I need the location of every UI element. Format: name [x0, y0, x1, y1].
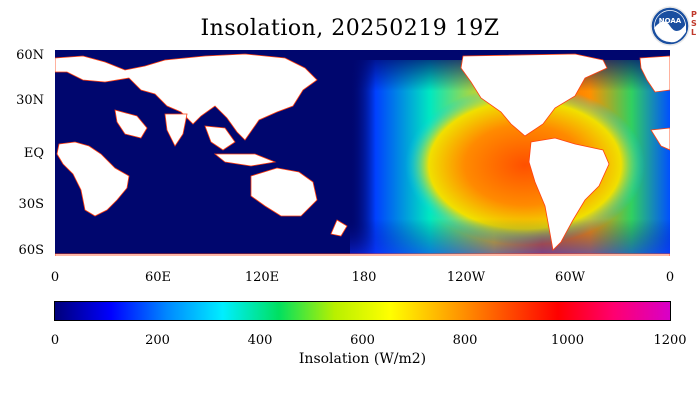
land-europe-west	[639, 55, 670, 93]
lon-label-0-west: 0	[50, 270, 60, 285]
land-antarctica	[55, 253, 670, 256]
land-india	[164, 113, 188, 147]
colorbar-tick-label: 1000	[550, 333, 585, 348]
lat-label-30s: 30S	[18, 197, 44, 212]
lon-label-60e: 60E	[144, 270, 172, 285]
land-africa	[56, 141, 130, 217]
noaa-logo-icon: NOAA	[650, 6, 690, 46]
colorbar-label: Insolation (W/m2)	[298, 351, 427, 367]
land-new-zealand	[330, 219, 348, 237]
psl-letter-p: P	[691, 10, 697, 19]
land-south-america	[528, 137, 610, 251]
lon-label-0-east: 0	[665, 270, 675, 285]
land-indonesia	[213, 153, 277, 167]
insolation-map	[55, 50, 670, 256]
land-masses	[55, 53, 670, 256]
land-australia	[250, 167, 318, 217]
lon-label-60w: 60W	[555, 270, 585, 285]
colorbar-tick-label: 200	[145, 333, 170, 348]
lon-label-120w: 120W	[446, 270, 486, 285]
land-europe-asia	[55, 53, 318, 141]
map-title: Insolation, 20250219 19Z	[200, 16, 500, 41]
land-arabia	[114, 109, 148, 139]
colorbar	[54, 301, 671, 321]
lon-label-120e: 120E	[244, 270, 280, 285]
psl-letter-l: L	[691, 28, 697, 37]
psl-letters: P S L	[691, 10, 697, 37]
lon-label-180: 180	[351, 270, 377, 285]
colorbar-tick-label: 800	[452, 333, 478, 348]
psl-letter-s: S	[691, 19, 697, 28]
land-west-africa	[650, 127, 670, 151]
lat-label-60n: 60N	[16, 48, 44, 63]
colorbar-tick-label: 400	[247, 333, 273, 348]
land-north-america	[460, 53, 608, 137]
land-southeast-asia	[204, 125, 236, 151]
lat-label-eq: EQ	[23, 146, 44, 161]
colorbar-tick-label: 600	[350, 333, 375, 348]
lat-label-30n: 30N	[16, 93, 44, 108]
noaa-logo-text: NOAA	[659, 17, 682, 25]
colorbar-tick-label: 1200	[653, 333, 687, 348]
lat-label-60s: 60S	[18, 243, 44, 258]
colorbar-tick-label: 0	[50, 333, 60, 348]
